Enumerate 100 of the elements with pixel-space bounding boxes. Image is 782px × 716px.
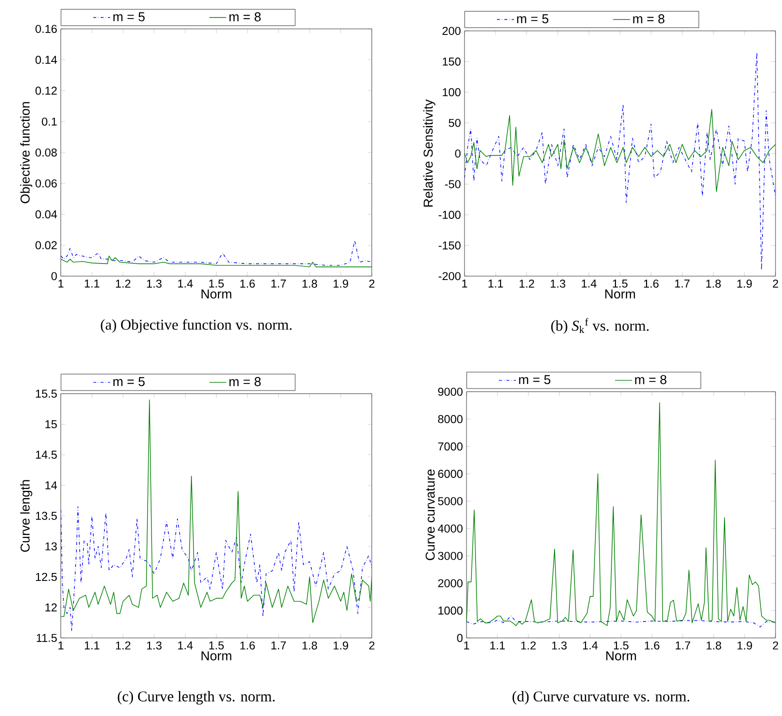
- x-tick-label: 1.9: [737, 280, 752, 288]
- y-tick-label: 0.16: [36, 25, 57, 34]
- x-tick-label: 1.2: [116, 642, 130, 650]
- x-tick-label: 1.1: [84, 642, 100, 650]
- x-axis-title: Norm: [202, 290, 232, 299]
- y-tick-label: 5000: [438, 497, 463, 506]
- y-tick-label: -150: [438, 242, 461, 250]
- x-tick-label: 1.8: [302, 642, 318, 650]
- y-tick-label: -100: [438, 210, 461, 220]
- x-tick-label: 1: [58, 642, 64, 650]
- x-tick-label: 1.5: [209, 280, 224, 288]
- x-tick-label: 1.5: [614, 642, 628, 650]
- text: (a) Objective function vs. norm.: [100, 319, 292, 333]
- y-tick-label: 14.5: [36, 450, 57, 459]
- x-tick-label: 2: [369, 642, 374, 650]
- x-tick-label: 1.3: [550, 280, 566, 288]
- legend-label: m = 8: [229, 377, 261, 386]
- x-tick-label: 1: [58, 280, 64, 288]
- x-tick-label: 1.2: [116, 280, 130, 288]
- y-tick-label: 0.14: [36, 56, 57, 64]
- x-tick-label: 1.4: [582, 280, 597, 288]
- y-tick-label: 14: [45, 482, 57, 490]
- y-tick-label: 0: [455, 150, 461, 158]
- x-axis-title: Norm: [202, 652, 232, 661]
- y-tick-label: 0: [457, 634, 463, 642]
- y-tick-label: 1000: [438, 606, 463, 615]
- x-tick-label: 1.3: [147, 280, 162, 288]
- x-tick-label: 1.5: [612, 280, 628, 288]
- y-tick-label: 50: [448, 118, 461, 128]
- x-tick-label: 1.6: [240, 280, 255, 288]
- y-tick-label: -50: [445, 180, 461, 188]
- x-tick-label: 1.8: [706, 642, 722, 650]
- x-tick-label: 1.9: [334, 280, 348, 288]
- y-tick-label: 6000: [438, 470, 463, 478]
- x-tick-label: 1.6: [644, 642, 660, 650]
- y-tick-label: 9000: [438, 388, 463, 396]
- y-axis-title: Objective function: [20, 102, 32, 204]
- y-axis-title: Curve length: [20, 480, 32, 552]
- x-tick-label: 1.3: [552, 642, 567, 650]
- y-tick-label: 0.02: [36, 241, 57, 250]
- y-tick-label: 2000: [438, 579, 463, 588]
- line-series: [60, 506, 372, 632]
- x-tick-label: 1.7: [271, 642, 286, 650]
- y-tick-label: 13.5: [36, 512, 57, 520]
- x-tick-label: 2: [772, 280, 778, 288]
- line-series: [466, 616, 776, 628]
- legend-label: m = 5: [113, 12, 145, 22]
- x-tick-label: 1.1: [488, 280, 503, 288]
- legend-label: m = 8: [635, 375, 666, 384]
- legend-label: m = 5: [519, 375, 550, 384]
- y-tick-label: 4000: [438, 524, 463, 533]
- y-tick-label: 15: [45, 420, 57, 428]
- x-tick-label: 1.8: [302, 280, 318, 288]
- x-tick-label: 1.9: [738, 642, 752, 650]
- line-series: [464, 52, 776, 270]
- y-axis-title: Relative Sensitivity: [423, 100, 436, 207]
- legend-label: m = 8: [633, 14, 664, 24]
- x-axis-title: Norm: [605, 290, 635, 299]
- x-axis-title: Norm: [606, 652, 636, 661]
- legend-label: m = 5: [517, 14, 548, 24]
- x-tick-label: 2: [369, 280, 374, 288]
- x-tick-label: 1.2: [520, 280, 534, 288]
- y-tick-label: 3000: [438, 552, 463, 560]
- y-tick-label: 150: [442, 58, 461, 66]
- y-axis-title: Curve curvature: [426, 470, 435, 560]
- y-tick-label: 8000: [438, 415, 463, 424]
- y-tick-label: 15.5: [36, 390, 57, 398]
- line-series: [60, 400, 372, 624]
- line-series: [466, 402, 776, 626]
- x-tick-label: 1.9: [334, 642, 348, 650]
- x-tick-label: 1: [464, 642, 470, 650]
- text: (d) Curve curvature vs. norm.: [512, 691, 690, 705]
- x-tick-label: 1.5: [209, 642, 224, 650]
- y-tick-label: 0.06: [36, 180, 57, 188]
- x-tick-label: 1.6: [644, 280, 659, 288]
- y-tick-label: 0.08: [36, 148, 57, 157]
- y-tick-label: 0: [51, 272, 57, 280]
- y-tick-label: 100: [442, 88, 461, 96]
- y-tick-label: 11.5: [36, 634, 57, 642]
- y-tick-label: 0.1: [42, 118, 57, 126]
- y-tick-label: 13: [45, 542, 57, 551]
- y-tick-label: 0.04: [36, 210, 57, 219]
- x-tick-label: 1.1: [84, 280, 100, 288]
- x-tick-label: 1.3: [147, 642, 162, 650]
- y-tick-label: 0.12: [36, 86, 57, 95]
- legend-label: m = 5: [113, 377, 145, 386]
- y-tick-label: 200: [442, 27, 461, 36]
- legend-label: m = 8: [229, 12, 261, 22]
- x-tick-label: 2: [772, 642, 778, 650]
- x-tick-label: 1.1: [490, 642, 505, 650]
- y-tick-label: -200: [438, 272, 461, 280]
- x-tick-label: 1.6: [240, 642, 255, 650]
- x-tick-label: 1.2: [521, 642, 536, 650]
- y-tick-label: 12: [45, 604, 57, 612]
- x-tick-label: 1.8: [706, 280, 721, 288]
- x-tick-label: 1.7: [676, 642, 690, 650]
- y-tick-label: 7000: [438, 442, 463, 451]
- text: (c) Curve length vs. norm.: [118, 691, 275, 705]
- x-tick-label: 1.4: [178, 642, 193, 650]
- x-tick-label: 1.4: [583, 642, 598, 650]
